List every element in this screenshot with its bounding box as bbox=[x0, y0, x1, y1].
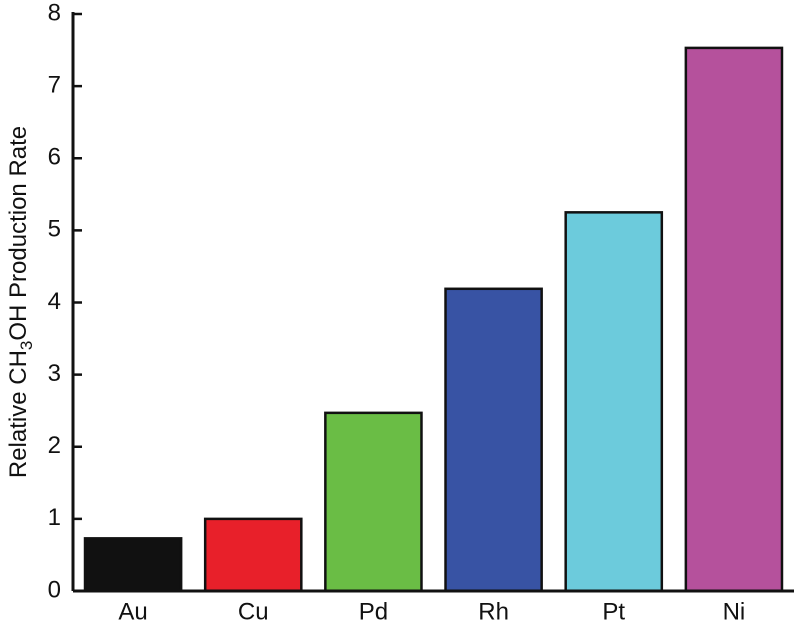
y-tick-label: 3 bbox=[48, 360, 61, 387]
y-tick-label: 7 bbox=[48, 71, 61, 98]
y-label-part: OH Production Rate bbox=[5, 126, 32, 341]
bar bbox=[83, 537, 183, 593]
bar bbox=[444, 287, 543, 593]
y-tick-label: 0 bbox=[48, 576, 61, 603]
y-tick-label: 8 bbox=[48, 0, 61, 26]
y-label-part: Relative CH bbox=[5, 350, 32, 478]
y-tick-label: 1 bbox=[48, 504, 61, 531]
y-axis-label: Relative CH3OH Production Rate bbox=[5, 126, 36, 478]
y-label-subscript: 3 bbox=[17, 341, 36, 350]
y-tick-label: 4 bbox=[48, 288, 61, 315]
x-tick-label: Pt bbox=[602, 598, 625, 625]
bar bbox=[324, 411, 423, 593]
y-tick-label: 2 bbox=[48, 432, 61, 459]
x-tick-label: Ni bbox=[723, 598, 746, 625]
bar bbox=[684, 46, 784, 593]
bar bbox=[564, 211, 664, 593]
x-tick-label: Cu bbox=[238, 598, 269, 625]
x-tick-label: Au bbox=[118, 598, 147, 625]
y-tick-label: 6 bbox=[48, 144, 61, 171]
x-tick-label: Pd bbox=[359, 598, 388, 625]
x-tick-label: Rh bbox=[478, 598, 509, 625]
y-tick-label: 5 bbox=[48, 216, 61, 243]
bar bbox=[203, 517, 303, 593]
